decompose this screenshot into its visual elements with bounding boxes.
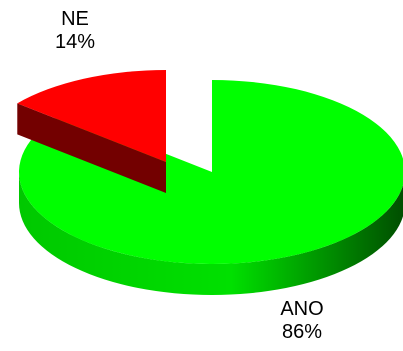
slice-label-ano-value: 86% — [281, 321, 323, 343]
slice-label-ne-name: NE — [61, 8, 89, 30]
slice-label-ano-name: ANO — [280, 298, 324, 320]
slice-ano-side — [19, 172, 403, 295]
slice-ne — [17, 70, 167, 162]
slice-ne-wall — [17, 103, 167, 193]
slice-ano — [19, 80, 403, 264]
slice-label-ne: NE 14% — [40, 8, 110, 54]
slice-label-ano: ANO 86% — [262, 298, 342, 344]
slice-label-ne-value: 14% — [54, 31, 96, 53]
